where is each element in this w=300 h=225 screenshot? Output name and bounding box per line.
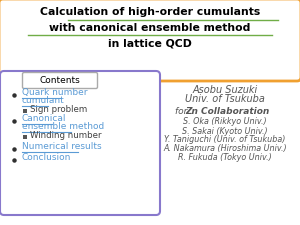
Text: with canonical ensemble method: with canonical ensemble method	[49, 23, 251, 33]
Text: Canonical: Canonical	[22, 114, 67, 123]
Text: A. Nakamura (Hiroshima Univ.): A. Nakamura (Hiroshima Univ.)	[163, 144, 287, 153]
Text: S. Sakai (Kyoto Univ.): S. Sakai (Kyoto Univ.)	[182, 126, 268, 135]
Text: S. Oka (Rikkyo Univ.): S. Oka (Rikkyo Univ.)	[183, 117, 267, 126]
Text: Y. Taniguchi (Univ. of Tsukuba): Y. Taniguchi (Univ. of Tsukuba)	[164, 135, 286, 144]
Text: cumulant: cumulant	[22, 96, 65, 105]
Text: Quark number: Quark number	[22, 88, 88, 97]
Text: Conclusion: Conclusion	[22, 153, 71, 162]
Text: Numerical results: Numerical results	[22, 142, 102, 151]
Text: Univ. of Tsukuba: Univ. of Tsukuba	[185, 94, 265, 104]
Text: R. Fukuda (Tokyo Univ.): R. Fukuda (Tokyo Univ.)	[178, 153, 272, 162]
Text: for: for	[175, 108, 190, 117]
Text: Contents: Contents	[40, 76, 80, 85]
FancyBboxPatch shape	[22, 72, 98, 88]
FancyBboxPatch shape	[0, 0, 300, 81]
FancyBboxPatch shape	[23, 109, 27, 113]
Text: Sign problem: Sign problem	[30, 105, 87, 114]
Text: ensemble method: ensemble method	[22, 122, 104, 131]
Text: Calculation of high-order cumulants: Calculation of high-order cumulants	[40, 7, 260, 17]
FancyBboxPatch shape	[23, 135, 27, 139]
FancyBboxPatch shape	[0, 71, 160, 215]
Text: Winding number: Winding number	[30, 131, 101, 140]
Text: Asobu Suzuki: Asobu Suzuki	[192, 85, 258, 95]
Text: Zn Collaboration: Zn Collaboration	[185, 108, 269, 117]
Text: in lattice QCD: in lattice QCD	[108, 39, 192, 49]
